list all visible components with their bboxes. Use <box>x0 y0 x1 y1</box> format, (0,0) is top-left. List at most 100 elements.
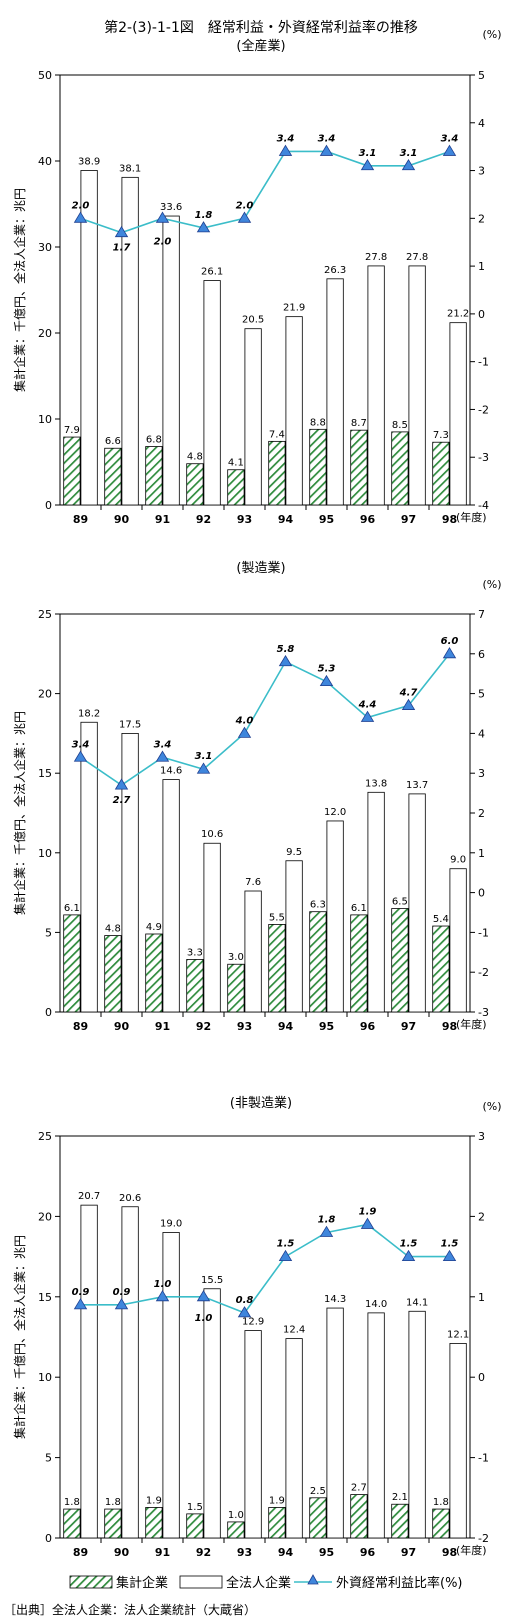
chart-panel: (製造業) (%) 0 5 10 15 20 25 -3 -2 -1 0 1 2 3 4 5 6 7 集計企業：千億円… <box>12 560 502 1033</box>
y-tick-label: 50 <box>38 69 52 82</box>
x-tick-label: 94 <box>278 1020 294 1033</box>
x-tick-label: 91 <box>155 513 170 526</box>
ratio-point-label: 4.0 <box>235 715 254 726</box>
y-tick-label: 40 <box>38 155 52 168</box>
bar-zenhojin-label: 38.9 <box>78 156 100 167</box>
bar-zenhojin <box>80 170 98 506</box>
bar-syukei <box>432 1508 450 1539</box>
legend-zenhojin-label: 全法人企業 <box>226 1575 291 1591</box>
ratio-point-label: 2.0 <box>72 200 90 211</box>
figure-title: 第2-(3)-1-1図 経常利益・外資経常利益率の推移 <box>104 19 418 36</box>
ratio-point <box>442 144 457 156</box>
x-tick-label: 91 <box>155 1020 170 1033</box>
bar-zenhojin-label: 21.2 <box>447 309 469 320</box>
ratio-point-label: 6.0 <box>441 636 459 647</box>
y2-tick-label: 1 <box>478 847 485 860</box>
ratio-point-label: 4.4 <box>358 699 377 710</box>
x-tick-label: 89 <box>73 1546 88 1559</box>
y2-tick-label: -2 <box>478 1532 489 1545</box>
ratio-point-label: 2.0 <box>236 200 254 211</box>
bar-zenhojin-label: 12.9 <box>242 1317 264 1328</box>
bar-syukei-label: 1.8 <box>105 1497 121 1508</box>
y-tick-label: 10 <box>38 413 52 426</box>
bar-zenhojin <box>80 721 98 1013</box>
ratio-point <box>114 1298 129 1310</box>
chart-subtitle: (非製造業) <box>230 1095 292 1111</box>
bar-syukei-label: 8.7 <box>351 418 367 429</box>
bar-zenhojin <box>121 1206 139 1539</box>
ratio-point-label: 3.1 <box>359 148 377 159</box>
bar-syukei-label: 4.8 <box>105 924 121 935</box>
bar-zenhojin <box>162 1232 180 1539</box>
bar-syukei-label: 2.7 <box>351 1483 367 1494</box>
bar-syukei <box>309 1497 327 1539</box>
legend-ratio-label: 外資経常利益比率(%) <box>336 1575 463 1591</box>
ratio-point <box>360 1217 375 1229</box>
ratio-point-label: 1.7 <box>113 243 131 254</box>
ratio-point-label: 0.9 <box>113 1287 131 1298</box>
bar-syukei-label: 8.8 <box>310 417 326 428</box>
y2-tick-label: -2 <box>478 966 489 979</box>
bar-syukei-label: 6.6 <box>105 436 121 447</box>
y-tick-label: 20 <box>38 327 52 340</box>
ratio-point <box>237 1306 252 1318</box>
bar-zenhojin-label: 21.9 <box>283 303 305 314</box>
bar-syukei <box>391 1503 409 1539</box>
bar-zenhojin <box>121 176 139 506</box>
bar-zenhojin <box>408 265 426 506</box>
y2-tick-label: -4 <box>478 499 489 512</box>
bar-zenhojin-label: 20.6 <box>119 1193 141 1204</box>
x-tick-label: 96 <box>360 1546 376 1559</box>
bar-syukei-label: 1.9 <box>269 1495 285 1506</box>
ratio-point-label: 2.0 <box>154 236 172 247</box>
bar-syukei-label: 4.9 <box>146 922 162 933</box>
y-tick-label: 10 <box>38 1371 52 1384</box>
bar-syukei-label: 1.0 <box>228 1510 244 1521</box>
y2-tick-label: -1 <box>478 1452 489 1465</box>
y2-tick-label: -2 <box>478 403 489 416</box>
bar-zenhojin-label: 13.7 <box>406 780 428 791</box>
y2-tick-label: -1 <box>478 356 489 369</box>
bar-syukei <box>186 1513 204 1539</box>
y2-tick-label: 3 <box>478 165 485 178</box>
bar-zenhojin <box>285 316 303 506</box>
bar-zenhojin <box>408 1310 426 1539</box>
ratio-point <box>114 778 129 790</box>
ratio-point <box>442 1249 457 1261</box>
y2-tick-label: 0 <box>478 887 485 900</box>
y-tick-label: 15 <box>38 767 52 780</box>
ratio-point-label: 1.9 <box>359 1206 377 1217</box>
ratio-point-label: 1.5 <box>277 1239 295 1250</box>
y-tick-label: 10 <box>38 847 52 860</box>
bar-syukei <box>309 911 327 1013</box>
bar-zenhojin-label: 14.0 <box>365 1299 387 1310</box>
x-tick-label: 91 <box>155 1546 170 1559</box>
ratio-point-label: 1.5 <box>400 1239 418 1250</box>
bar-syukei <box>432 441 450 506</box>
ratio-point-label: 2.7 <box>113 795 131 806</box>
y2-tick-label: 3 <box>478 1130 485 1143</box>
bar-zenhojin <box>203 842 221 1013</box>
bar-syukei <box>63 436 81 506</box>
bar-syukei <box>227 469 245 506</box>
y-tick-label: 5 <box>45 926 52 939</box>
bar-zenhojin-label: 18.2 <box>78 708 100 719</box>
bar-syukei <box>350 1494 368 1539</box>
ratio-point <box>237 211 252 223</box>
ratio-point <box>319 144 334 156</box>
ratio-point <box>73 211 88 223</box>
y2-tick-label: 1 <box>478 1291 485 1304</box>
y2-tick-label: 1 <box>478 260 485 273</box>
ratio-point <box>278 144 293 156</box>
x-tick-label: 92 <box>196 513 211 526</box>
ratio-point-label: 0.8 <box>236 1295 254 1306</box>
bar-zenhojin <box>449 1343 467 1539</box>
bar-syukei <box>391 431 409 506</box>
bar-zenhojin <box>244 890 262 1013</box>
bar-syukei <box>63 914 81 1013</box>
ratio-line <box>80 1223 450 1314</box>
ratio-point <box>360 710 375 722</box>
x-tick-label: 97 <box>401 1546 416 1559</box>
bar-syukei-label: 2.5 <box>310 1486 326 1497</box>
bar-zenhojin-label: 14.3 <box>324 1294 346 1305</box>
